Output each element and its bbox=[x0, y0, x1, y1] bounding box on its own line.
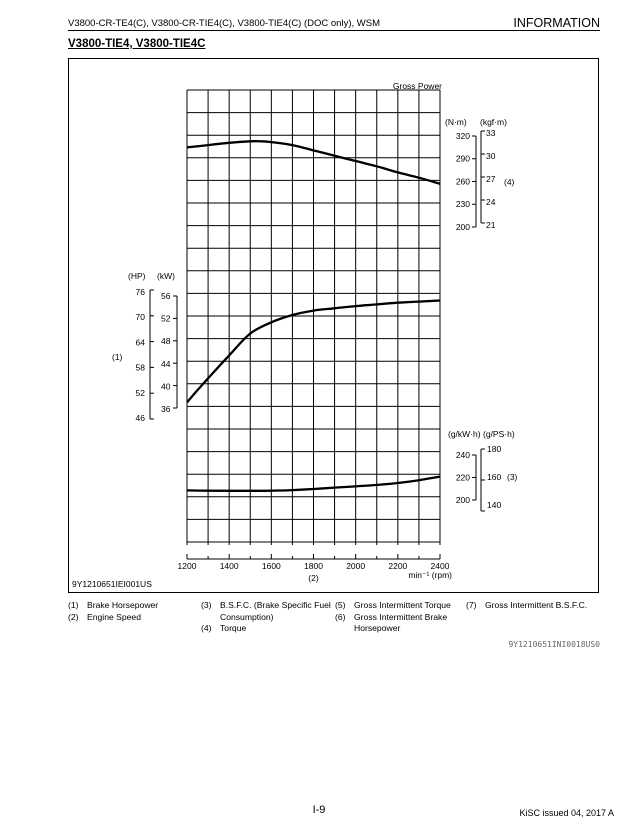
page-title: V3800-TIE4, V3800-TIE4C bbox=[68, 38, 206, 50]
torque-kgf-tick-label: 27 bbox=[486, 174, 496, 184]
bsfc-gps-tick-label: 180 bbox=[487, 444, 501, 454]
torque-tick-label: 260 bbox=[456, 176, 470, 186]
torque-unit-nm: (N·m) bbox=[445, 117, 467, 127]
power-kw-tick-label: 52 bbox=[161, 314, 171, 324]
torque-tick-label: 200 bbox=[456, 222, 470, 232]
legend-item: (1) Brake Horsepower bbox=[68, 600, 206, 612]
legend-item-label: Gross Intermittent B.S.F.C. bbox=[485, 600, 588, 610]
torque-tick-label: 320 bbox=[456, 131, 470, 141]
chart-title: Gross Power bbox=[393, 81, 442, 91]
power-axis-ref: (1) bbox=[112, 352, 123, 362]
legend-item-number: (7) bbox=[466, 600, 477, 610]
legend-item: (5) Gross Intermittent Torque bbox=[335, 600, 465, 612]
bsfc-tick-label: 200 bbox=[456, 495, 470, 505]
legend-item: (2) Engine Speed bbox=[68, 612, 206, 624]
power-hp-tick-label: 64 bbox=[136, 337, 146, 347]
x-tick-label: 2400 bbox=[431, 561, 450, 571]
power-unit-kw: (kW) bbox=[157, 271, 175, 281]
figure-frame bbox=[68, 58, 599, 593]
legend-item: (7) Gross Intermittent B.S.F.C. bbox=[466, 600, 598, 612]
x-tick-label: 1200 bbox=[178, 561, 197, 571]
bsfc-tick-label: 240 bbox=[456, 450, 470, 460]
torque-tick-label: 230 bbox=[456, 199, 470, 209]
section-header: INFORMATION bbox=[513, 16, 600, 30]
power-kw-tick-label: 36 bbox=[161, 404, 171, 414]
x-tick-label: 2000 bbox=[346, 561, 365, 571]
legend-item-number: (1) bbox=[68, 600, 79, 610]
legend-item-label: Engine Speed bbox=[87, 611, 141, 622]
power-hp-tick-label: 58 bbox=[136, 363, 146, 373]
document-header-title: V3800-CR-TE4(C), V3800-CR-TIE4(C), V3800… bbox=[68, 18, 380, 29]
torque-unit-kgfm: (kgf·m) bbox=[480, 117, 507, 127]
legend-item: (3) B.S.F.C. (Brake Specific Fuel Consump… bbox=[201, 600, 337, 623]
x-tick-label: 1400 bbox=[220, 561, 239, 571]
chart-series bbox=[186, 140, 441, 492]
power-hp-tick-label: 76 bbox=[136, 287, 146, 297]
torque-kgf-tick-label: 21 bbox=[486, 220, 496, 230]
power-kw-tick-label: 56 bbox=[161, 291, 171, 301]
legend-item-label: Gross Intermittent Brake Horsepower bbox=[354, 611, 448, 634]
chart-axes bbox=[149, 130, 485, 560]
torque-kgf-tick-label: 30 bbox=[486, 151, 496, 161]
power-kw-tick-label: 40 bbox=[161, 381, 171, 391]
power-hp-tick-label: 70 bbox=[136, 312, 146, 322]
page-number: I-9 bbox=[312, 804, 326, 816]
legend-item: (4) Torque bbox=[201, 623, 337, 635]
power-hp-tick-label: 46 bbox=[136, 413, 146, 423]
x-axis-unit-label: min⁻¹ (rpm) bbox=[408, 570, 452, 580]
legend-item-number: (5) bbox=[335, 600, 346, 610]
chart-grid bbox=[186, 89, 441, 545]
legend-item-number: (2) bbox=[68, 611, 79, 622]
x-tick-label: 1600 bbox=[262, 561, 281, 571]
torque-axis-ref: (4) bbox=[504, 177, 515, 187]
x-tick-label: 1800 bbox=[304, 561, 323, 571]
torque-kgf-tick-label: 33 bbox=[486, 128, 496, 138]
power-unit-hp: (HP) bbox=[128, 271, 146, 281]
bsfc-tick-label: 220 bbox=[456, 473, 470, 483]
x-tick-label: 2200 bbox=[388, 561, 407, 571]
power-kw-tick-label: 48 bbox=[161, 336, 171, 346]
figure-id: 9Y1210651IEI001US bbox=[72, 579, 152, 589]
legend-item-number: (4) bbox=[201, 623, 212, 633]
power-kw-tick-label: 44 bbox=[161, 359, 171, 369]
legend-item-number: (3) bbox=[201, 600, 212, 610]
bsfc-gps-tick-label: 160 bbox=[487, 472, 501, 482]
legend-column-4: (7) Gross Intermittent B.S.F.C. bbox=[466, 600, 598, 612]
legend-column-3: (5) Gross Intermittent Torque (6) Gross In… bbox=[335, 600, 465, 635]
header-divider bbox=[68, 30, 600, 31]
bsfc-unit-gpsh: (g/PS·h) bbox=[483, 429, 515, 439]
image-reference-code: 9Y1210651INI0018US0 bbox=[508, 640, 600, 649]
legend-item-label: B.S.F.C. (Brake Specific Fuel Consumptio… bbox=[220, 600, 331, 622]
power-hp-tick-label: 52 bbox=[136, 388, 146, 398]
bsfc-axis-ref: (3) bbox=[507, 472, 518, 482]
legend-column-1: (1) Brake Horsepower (2) Engine Speed bbox=[68, 600, 206, 623]
legend-item-number: (6) bbox=[335, 611, 346, 622]
torque-kgf-tick-label: 24 bbox=[486, 197, 496, 207]
bsfc-unit-gkwh: (g/kW·h) bbox=[448, 429, 481, 439]
power-curve bbox=[186, 299, 441, 404]
bsfc-gps-tick-label: 140 bbox=[487, 500, 501, 510]
legend-item-label: Brake Horsepower bbox=[87, 600, 159, 610]
bsfc-curve bbox=[186, 475, 441, 492]
chart-labels: Gross Power 9Y1210651IEI001US 1200 1400 16… bbox=[72, 81, 518, 589]
legend-column-2: (3) B.S.F.C. (Brake Specific Fuel Consump… bbox=[201, 600, 337, 635]
legend-item-label: Torque bbox=[220, 623, 247, 633]
x-axis-ref-label: (2) bbox=[308, 573, 319, 583]
legend-item-label: Gross Intermittent Torque bbox=[354, 600, 451, 610]
torque-curve bbox=[186, 140, 441, 185]
issue-stamp: KiSC issued 04, 2017 A bbox=[519, 808, 614, 818]
legend-item: (6) Gross Intermittent Brake Horsepower bbox=[335, 612, 465, 635]
torque-tick-label: 290 bbox=[456, 154, 470, 164]
